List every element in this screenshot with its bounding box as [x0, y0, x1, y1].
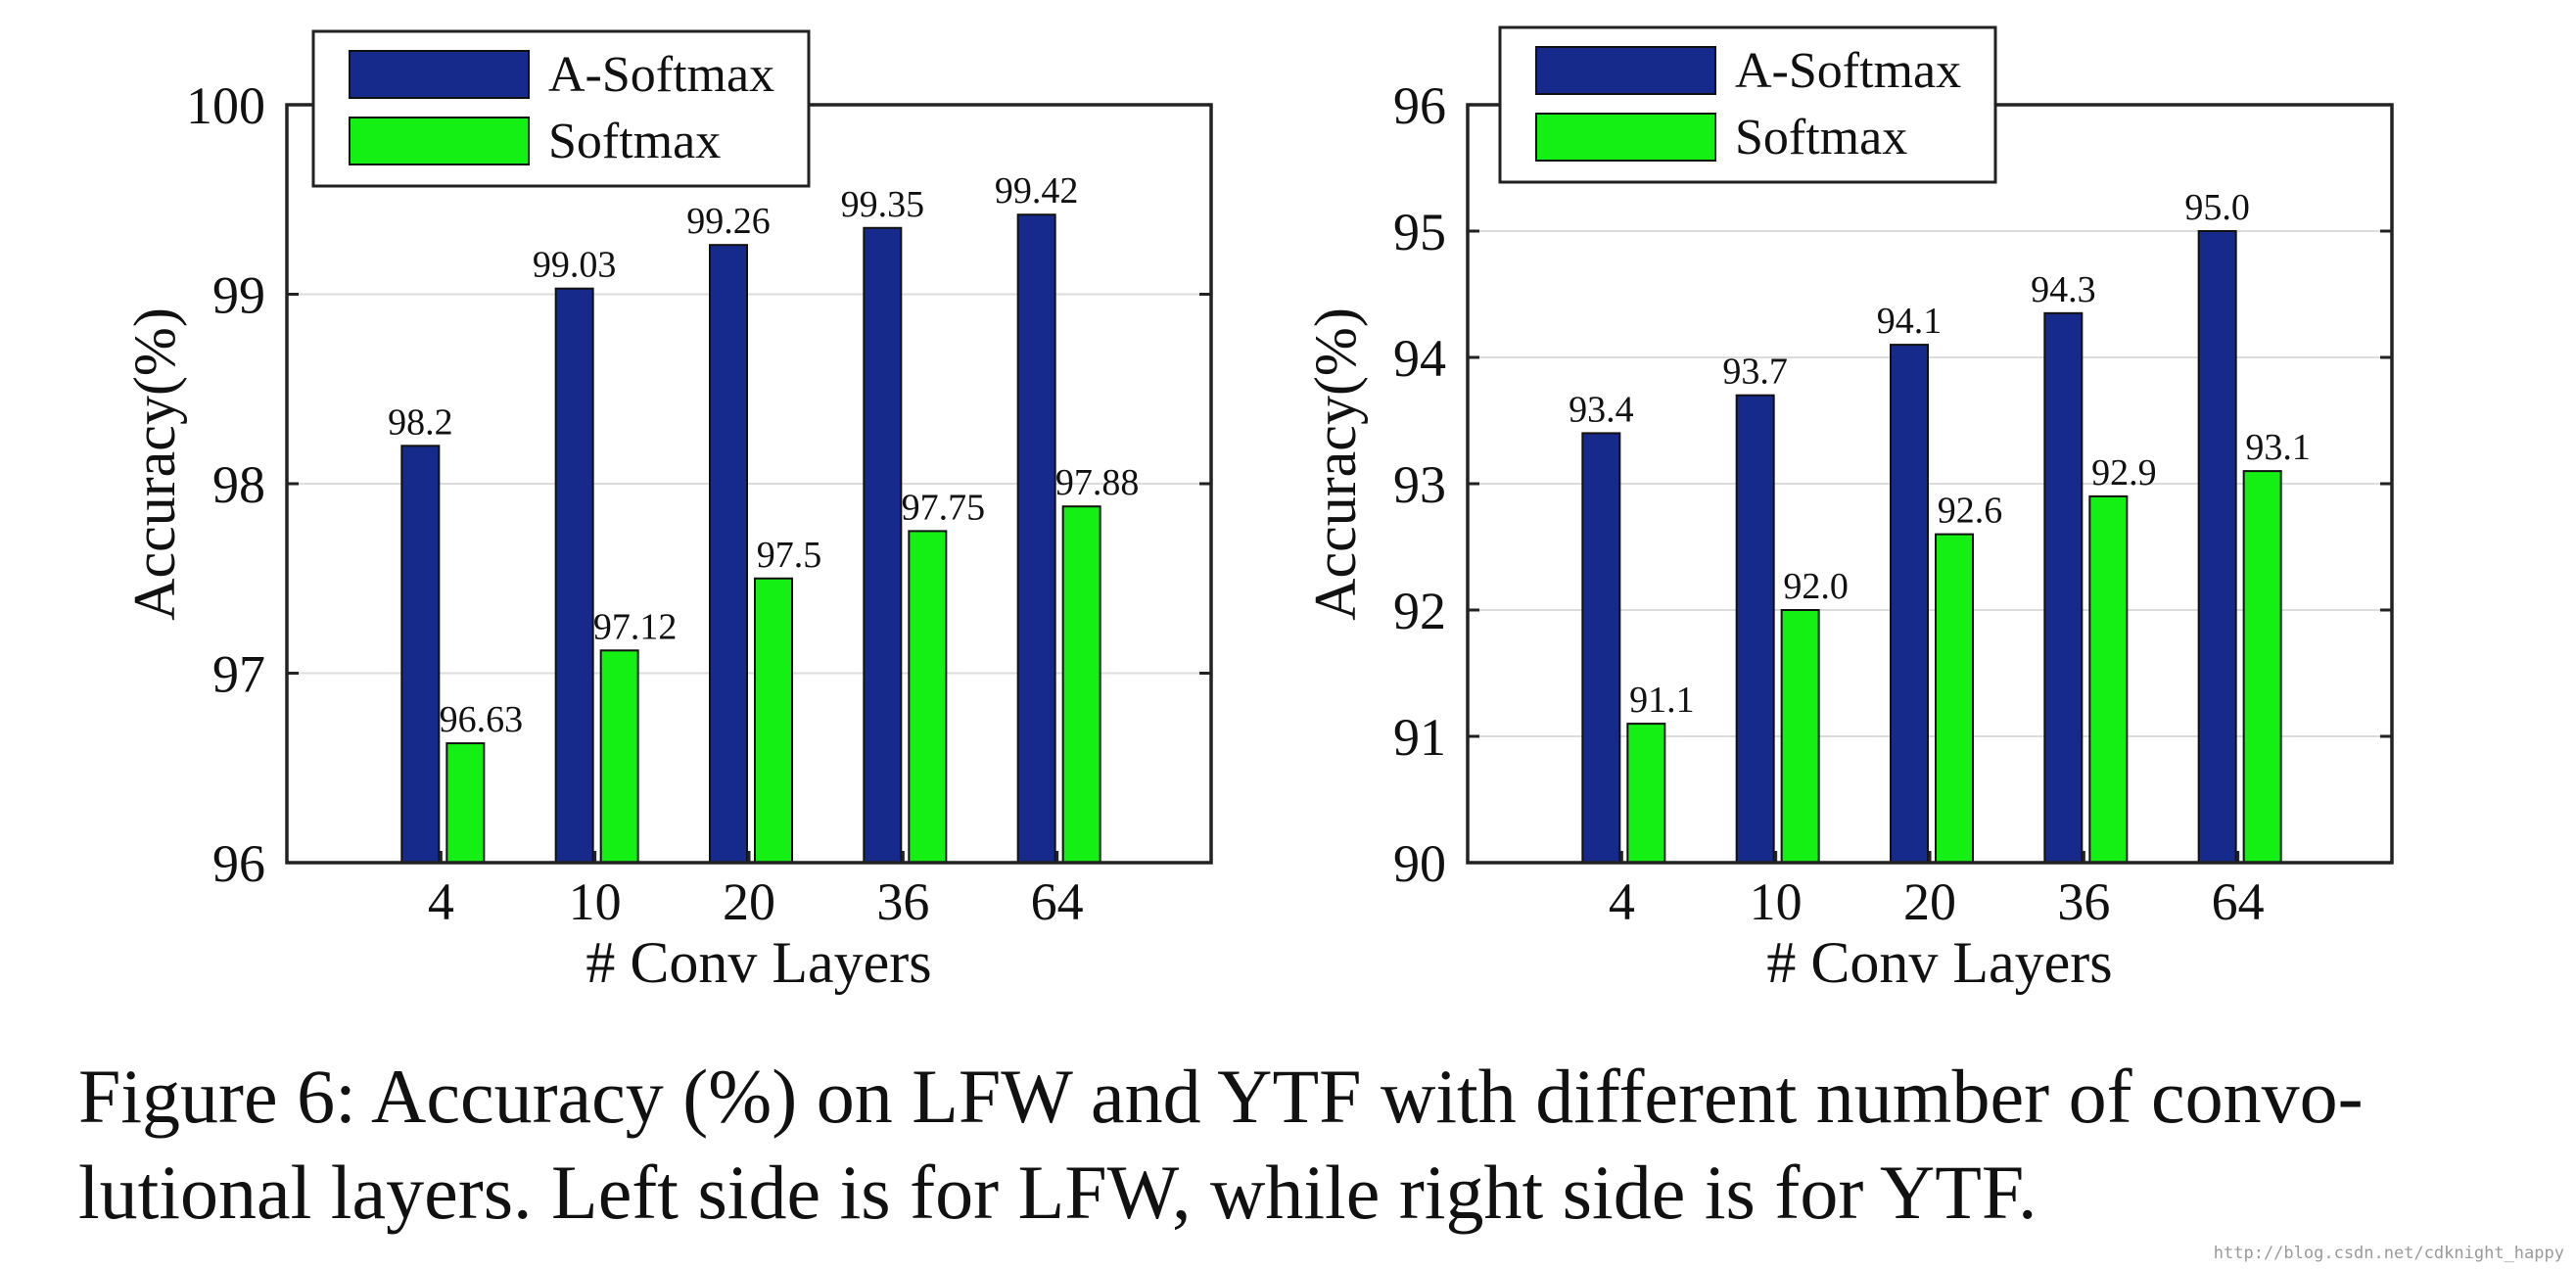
legend: A-Softmax Softmax: [1498, 25, 1997, 184]
legend: A-Softmax Softmax: [311, 29, 811, 188]
bar-softmax: [908, 530, 948, 864]
data-label: 99.35: [841, 184, 925, 225]
y-tick-label: 96: [1393, 76, 1446, 135]
data-label: 99.26: [686, 201, 771, 242]
data-label: 95.0: [2184, 187, 2250, 228]
data-label: 92.0: [1783, 566, 1849, 607]
bar-a-softmax: [863, 226, 903, 864]
y-tick-label: 98: [212, 455, 265, 514]
data-label: 97.75: [902, 487, 986, 528]
y-tick-label: 96: [212, 834, 265, 893]
legend-label-a-softmax: A-Softmax: [1735, 43, 1961, 99]
bar-a-softmax: [1735, 394, 1775, 864]
bar-a-softmax: [709, 244, 748, 864]
watermark-text: http://blog.csdn.net/cdknight_happy: [2213, 1244, 2564, 1263]
data-label: 97.12: [593, 606, 678, 647]
bar-a-softmax: [1890, 344, 1929, 865]
legend-swatch-a-softmax: [349, 50, 530, 99]
y-axis-label: Accuracy(%): [122, 307, 187, 621]
y-tick-label: 95: [1393, 203, 1446, 261]
y-tick-label: 92: [1393, 582, 1446, 640]
bar-a-softmax: [400, 445, 441, 864]
bar-softmax: [1626, 723, 1666, 864]
data-label: 93.1: [2245, 427, 2311, 468]
x-tick-label: 64: [1031, 872, 1084, 931]
x-axis-label: # Conv Layers: [1766, 930, 2112, 995]
x-tick-label: 20: [723, 872, 775, 931]
bar-softmax: [2242, 470, 2282, 864]
bar-softmax: [599, 649, 639, 865]
y-tick-label: 97: [212, 645, 265, 704]
x-tick-label: 20: [1903, 872, 1956, 931]
y-tick-label: 99: [212, 266, 265, 325]
data-label: 98.2: [388, 401, 453, 443]
bar-softmax: [1935, 533, 1974, 864]
chart-ytf: 90 91 92 93 94 95 96 93.4 91.1 4 93.7 92.0 10 94.1 92.…: [1303, 25, 2394, 995]
x-tick-label: 64: [2212, 872, 2265, 931]
legend-swatch-a-softmax: [1535, 46, 1716, 95]
data-label: 92.9: [2091, 452, 2157, 494]
y-tick-label: 94: [1393, 329, 1446, 388]
data-label: 96.63: [440, 699, 524, 740]
data-label: 94.3: [2031, 269, 2096, 310]
x-tick-label: 36: [2057, 872, 2110, 931]
figure-charts: 96 97 98 99 100 98.2 96.63 4 99.03 97.12 10 99.26 97…: [122, 25, 2394, 995]
legend-label-softmax: Softmax: [548, 114, 721, 169]
y-tick-label: 93: [1393, 455, 1446, 514]
bar-a-softmax: [2043, 311, 2084, 865]
bar-softmax: [1780, 609, 1820, 864]
bar-a-softmax: [1581, 432, 1621, 864]
x-tick-label: 10: [1750, 872, 1803, 931]
bar-a-softmax: [1016, 213, 1056, 865]
x-tick-label: 4: [428, 872, 454, 931]
data-label: 99.42: [995, 170, 1079, 212]
chart-lfw: 96 97 98 99 100 98.2 96.63 4 99.03 97.12 10 99.26 97…: [122, 29, 1213, 995]
y-tick-label: 91: [1393, 708, 1446, 767]
data-label: 92.6: [1938, 491, 2003, 532]
data-label: 93.7: [1722, 352, 1788, 393]
bar-a-softmax: [554, 287, 594, 864]
x-axis-label: # Conv Layers: [585, 930, 931, 995]
bar-softmax: [1061, 505, 1101, 864]
data-label: 97.88: [1055, 462, 1140, 503]
x-tick-label: 4: [1609, 872, 1635, 931]
legend-label-a-softmax: A-Softmax: [548, 47, 774, 103]
data-label: 91.1: [1629, 680, 1695, 721]
data-label: 93.4: [1569, 389, 1634, 430]
data-label: 97.5: [757, 535, 822, 576]
bar-a-softmax: [2197, 230, 2237, 864]
bar-softmax: [754, 577, 793, 864]
y-tick-label: 100: [186, 76, 265, 135]
bar-softmax: [2088, 494, 2129, 864]
bar-softmax: [445, 742, 486, 864]
x-tick-label: 36: [876, 872, 929, 931]
data-label: 99.03: [533, 245, 617, 286]
legend-swatch-softmax: [1535, 113, 1716, 162]
y-tick-label: 90: [1393, 834, 1446, 893]
y-axis-label: Accuracy(%): [1303, 307, 1368, 621]
figure-caption-line-2: lutional layers. Left side is for LFW, w…: [78, 1150, 2037, 1235]
legend-swatch-softmax: [349, 117, 530, 165]
x-tick-label: 10: [569, 872, 622, 931]
data-label: 94.1: [1877, 301, 1943, 342]
figure-caption-line-1: Figure 6: Accuracy (%) on LFW and YTF wi…: [78, 1054, 2364, 1139]
legend-label-softmax: Softmax: [1735, 110, 1907, 165]
